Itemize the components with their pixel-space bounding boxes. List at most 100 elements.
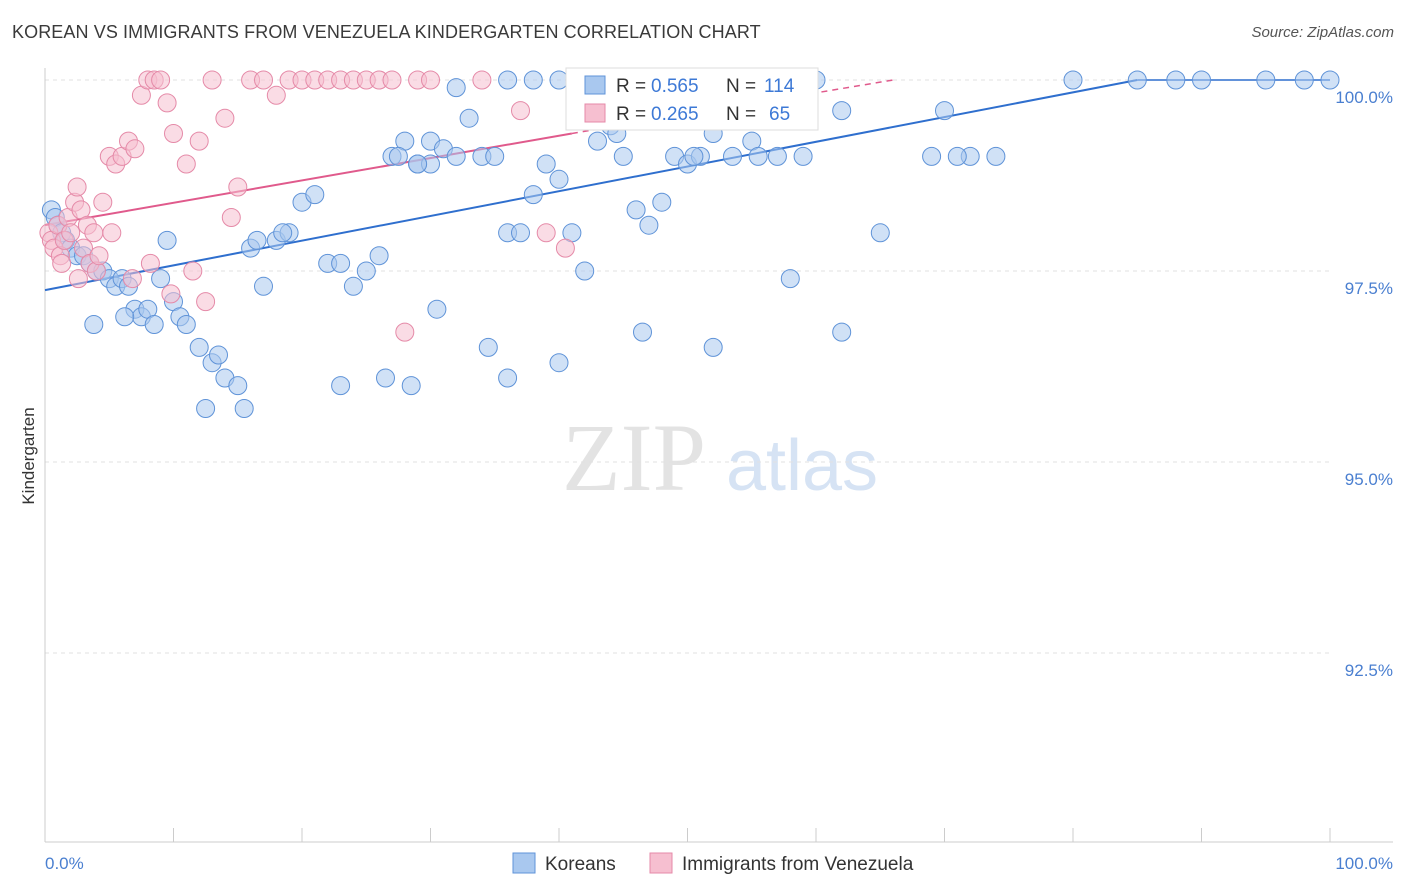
korean-point-64 [639,215,659,235]
y-tick-label-0: 100.0% [1335,88,1393,107]
y-tick-label-3: 92.5% [1345,661,1393,680]
korean-point-105 [633,322,652,342]
venezuela-point-28 [176,154,196,174]
y-tick-label-1: 97.5% [1345,279,1393,298]
korean-point-32 [196,399,216,418]
korean-point-86 [1320,70,1340,90]
korean-point-25 [176,315,196,334]
y-axis-label: Kindergarten [19,407,38,504]
korean-point-75 [832,101,852,121]
stats-legend: R = 0.565 N = 114 R = 0.265 N = 65 [565,67,819,131]
korean-point-73 [793,146,813,166]
korean-point-80 [1063,70,1083,90]
legend-r-value-2: 0.265 [651,104,699,125]
series-legend-koreans: Koreans [545,854,616,875]
korean-point-34 [254,276,273,296]
legend-n-value-1: 114 [764,76,795,97]
korean-point-111 [273,223,293,243]
y-tick-label-2: 95.0% [1345,470,1393,489]
korean-point-54 [511,223,530,243]
venezuela-point-35 [266,85,286,105]
korean-point-55 [523,185,543,205]
legend-r-label-2: R = [616,104,646,125]
korean-point-59 [575,261,595,281]
venezuela-point-32 [228,177,248,197]
watermark-zip: ZIP [562,404,706,511]
korean-point-84 [1256,70,1276,90]
korean-point-113 [684,146,704,166]
korean-point-40 [331,253,351,273]
korean-point-108 [832,322,852,342]
korean-trend-line [44,79,1138,292]
korean-point-99 [376,368,395,388]
tick-labels: 100.0% 97.5% 95.0% 92.5% 0.0% 100.0% [45,88,1393,873]
korean-point-56 [536,154,556,174]
korean-point-79 [986,146,1006,166]
venezuela-point-31 [215,108,235,128]
venezuela-point-14 [84,223,104,243]
venezuela-point-63 [68,269,88,289]
venezuela-point-9 [67,177,87,197]
legend-swatch-koreans [584,75,606,95]
korean-point-28 [209,345,228,365]
korean-point-116 [922,146,942,166]
korean-point-18 [144,315,164,334]
legend-n-label-1: N = [726,76,756,97]
korean-point-115 [748,146,768,166]
korean-point-109 [427,299,447,319]
data-points [39,70,1340,418]
venezuela-point-27 [164,124,183,143]
venezuela-point-62 [89,246,109,266]
korean-point-72 [767,146,787,166]
venezuela-point-56 [140,253,160,273]
venezuela-point-58 [183,261,203,281]
korean-point-88 [523,70,543,90]
venezuela-point-16 [93,192,113,212]
series-legend-venezuela: Immigrants from Venezuela [682,854,914,875]
korean-point-38 [305,185,325,205]
korean-point-103 [498,368,518,388]
venezuela-point-48 [511,101,530,121]
venezuela-point-44 [382,70,402,90]
venezuela-point-47 [472,70,492,90]
venezuela-point-59 [196,292,216,312]
korean-point-41 [343,276,363,296]
venezuela-point-30 [202,70,222,90]
korean-point-89 [549,70,569,90]
korean-point-20 [115,307,135,327]
venezuela-point-7 [61,223,81,243]
legend-r-label-1: R = [616,76,646,97]
series-legend-swatch-koreans [512,852,536,874]
korean-point-117 [947,146,967,166]
korean-point-30 [228,376,248,396]
korean-point-19 [84,315,104,334]
venezuela-point-60 [221,208,241,227]
korean-point-106 [703,337,723,357]
korean-point-42 [356,261,376,281]
korean-point-95 [446,78,466,98]
korean-point-65 [652,192,672,212]
venezuela-point-64 [52,253,72,273]
korean-point-104 [549,353,569,373]
chart-title: KOREAN VS IMMIGRANTS FROM VENEZUELA KIND… [12,22,761,42]
x-tick-label-1: 100.0% [1335,854,1393,873]
korean-point-77 [935,101,954,121]
venezuela-point-34 [254,70,273,90]
korean-point-107 [780,269,800,289]
venezuela-point-29 [189,131,209,151]
venezuela-point-54 [102,223,122,243]
legend-n-value-2: 65 [769,104,790,125]
korean-point-43 [369,246,389,266]
korean-point-110 [247,230,267,250]
venezuela-point-55 [122,269,142,289]
korean-point-49 [446,146,466,166]
korean-point-21 [151,269,171,289]
korean-point-85 [1294,70,1314,90]
korean-point-87 [498,70,518,90]
korean-point-22 [157,230,177,250]
korean-point-102 [478,337,498,357]
venezuela-point-21 [125,139,145,159]
korean-point-98 [388,146,408,166]
venezuela-point-50 [555,238,575,258]
